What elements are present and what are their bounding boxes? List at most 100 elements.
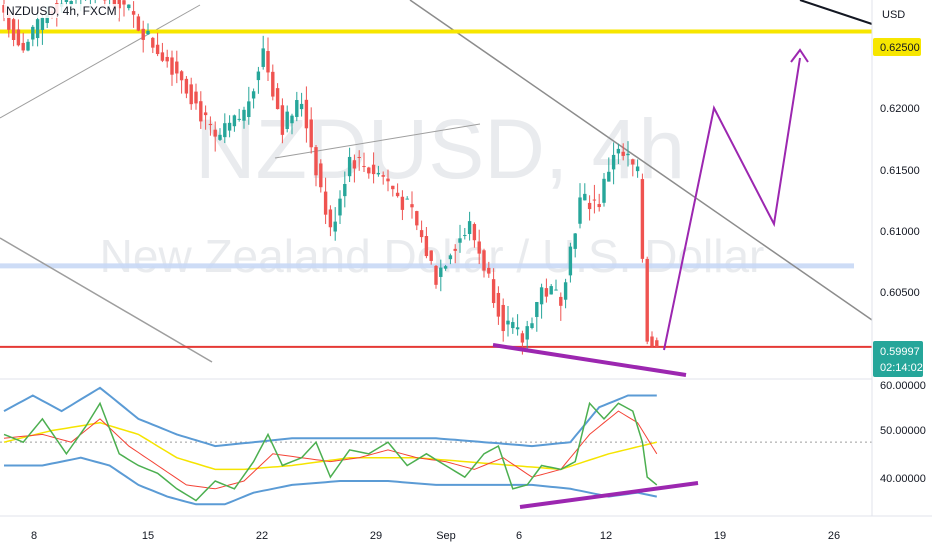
watermark-symbol: NZDUSD, 4h: [195, 102, 685, 196]
candle: [127, 4, 131, 11]
candle: [261, 35, 265, 70]
candle: [525, 320, 529, 350]
candle: [242, 106, 246, 129]
candle: [338, 190, 342, 225]
candle: [323, 177, 328, 225]
candle: [655, 337, 659, 348]
price-divergence-line[interactable]: [492, 343, 687, 377]
candle: [319, 159, 323, 193]
candle: [26, 39, 30, 52]
candle: [218, 128, 222, 142]
time-tick-26: 26: [828, 530, 840, 542]
candle: [539, 283, 544, 319]
symbol-title[interactable]: NZDUSD, 4h, FXCM: [4, 4, 119, 18]
candle: [592, 184, 597, 214]
resistance-price-label: [873, 38, 921, 56]
candle: [223, 113, 227, 144]
candle: [184, 76, 189, 99]
candle: [501, 298, 505, 342]
upper-band-line: [3, 386, 657, 448]
price-tick-2: 0.61500: [880, 165, 920, 177]
candle: [256, 66, 261, 94]
projection-path[interactable]: [663, 57, 801, 351]
candle: [309, 107, 313, 154]
top-right-line[interactable]: [799, 0, 873, 25]
candle: [544, 278, 549, 303]
candle: [568, 242, 573, 283]
candle: [179, 70, 184, 94]
candle: [155, 32, 160, 57]
candle: [439, 259, 443, 292]
rsi-line: [3, 401, 658, 502]
basis-line: [3, 421, 657, 471]
candle: [491, 268, 496, 308]
candle: [371, 152, 376, 184]
mid-trendline[interactable]: [274, 123, 481, 159]
time-tick-sep: Sep: [436, 530, 456, 542]
candle: [429, 250, 433, 265]
candle: [487, 261, 491, 278]
candle: [607, 157, 611, 182]
candle: [563, 278, 568, 309]
candle: [352, 154, 357, 183]
candle: [602, 172, 606, 207]
candle: [189, 77, 193, 110]
candle: [285, 105, 289, 133]
candle: [237, 108, 241, 122]
indicator-divergence-line[interactable]: [519, 481, 699, 509]
projection-arrowhead: [790, 48, 809, 63]
candle: [16, 19, 21, 47]
lower-trendline[interactable]: [0, 237, 213, 363]
candle: [160, 42, 165, 63]
candle: [275, 83, 280, 110]
rsi-ma-line: [3, 410, 658, 490]
candle: [146, 23, 150, 35]
time-tick-6: 6: [516, 530, 522, 542]
candle: [136, 13, 141, 32]
candle: [583, 183, 587, 201]
price-tick-1: 0.62000: [880, 103, 920, 115]
candle: [506, 306, 510, 337]
candle: [247, 86, 251, 125]
time-tick-29: 29: [370, 530, 382, 542]
candle: [453, 244, 457, 264]
candle: [151, 36, 155, 54]
descending-trendline[interactable]: [409, 0, 873, 321]
indicator-tick-60: 60.00000: [880, 380, 926, 392]
candle: [299, 92, 304, 117]
indicator-tick-50: 50.00000: [880, 425, 926, 437]
candle: [410, 191, 414, 219]
candle: [530, 317, 534, 330]
time-tick-22: 22: [256, 530, 268, 542]
candle: [496, 286, 501, 325]
indicator-lines: [3, 386, 658, 506]
candle: [251, 88, 256, 109]
currency-label: USD: [882, 9, 905, 21]
candle: [271, 64, 275, 101]
upper-trendline[interactable]: [0, 4, 201, 119]
candle: [467, 211, 472, 241]
candle: [227, 115, 232, 138]
candle: [554, 279, 558, 291]
candle: [295, 91, 299, 122]
candle: [328, 205, 333, 237]
candle: [199, 91, 203, 129]
candle: [21, 32, 25, 53]
candle: [165, 49, 169, 68]
candle: [400, 190, 405, 221]
candle: [434, 265, 438, 289]
candle: [645, 256, 649, 345]
candle: [535, 301, 539, 332]
candle: [40, 14, 45, 45]
candle: [621, 143, 625, 161]
time-tick-19: 19: [714, 530, 726, 542]
candle: [35, 12, 40, 47]
candle: [266, 37, 270, 82]
candle: [477, 229, 481, 265]
candle: [386, 169, 390, 192]
time-tick-12: 12: [600, 530, 612, 542]
candle: [333, 207, 337, 241]
candle: [314, 145, 318, 187]
price-tick-4: 0.60500: [880, 287, 920, 299]
